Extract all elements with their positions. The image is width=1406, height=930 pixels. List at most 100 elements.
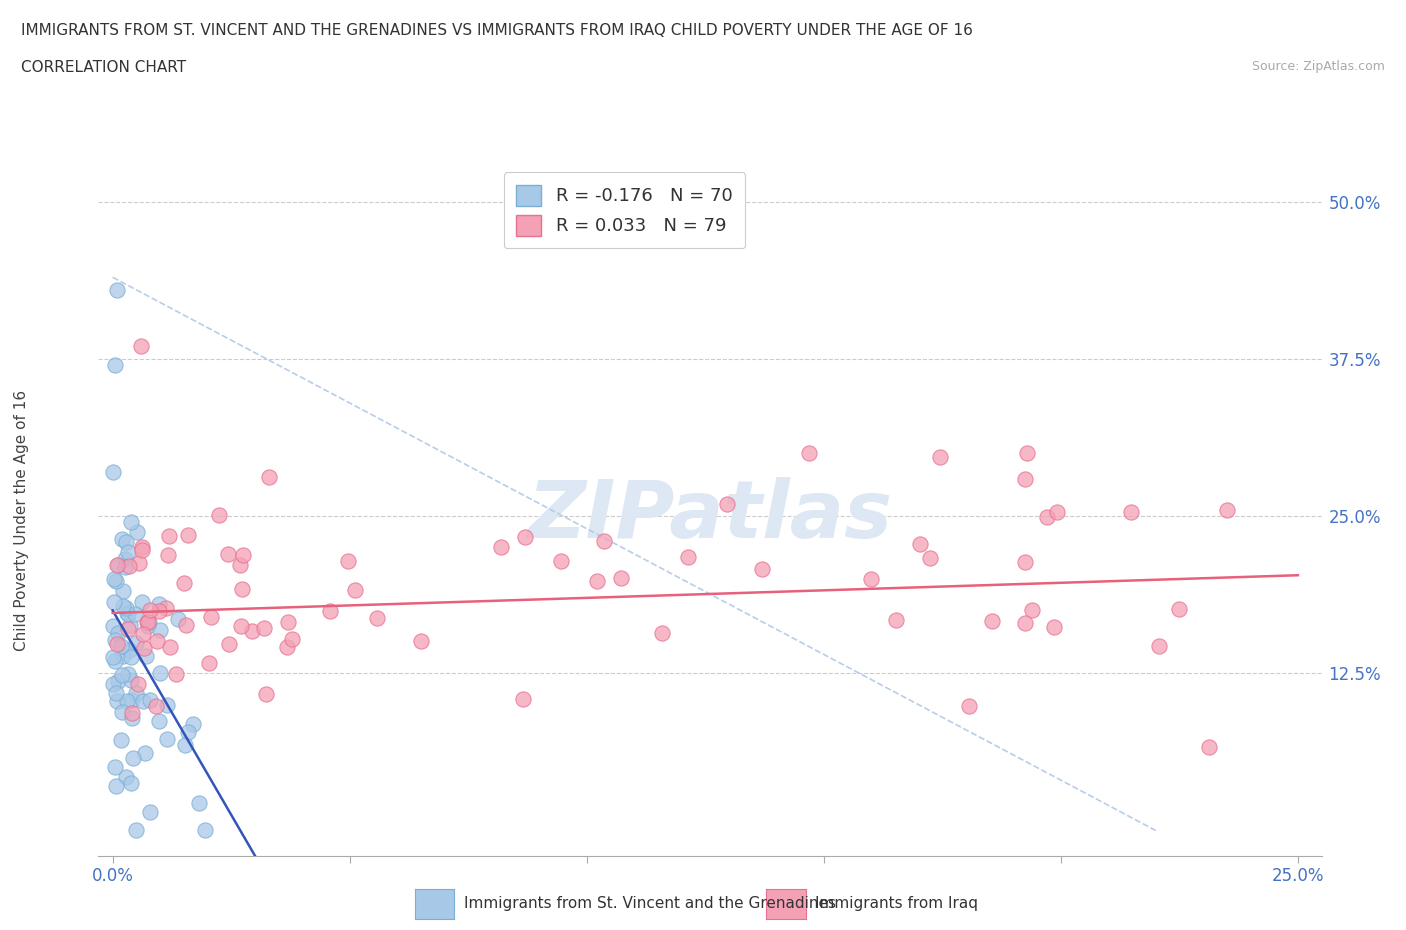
- Point: [111, 584, 134, 599]
- Point: [194, 823, 217, 838]
- Point: [174, 737, 197, 752]
- Point: [120, 672, 142, 687]
- Point: [103, 595, 125, 610]
- Point: [174, 618, 197, 632]
- Point: [981, 614, 1004, 629]
- Point: [120, 650, 142, 665]
- Point: [132, 627, 155, 642]
- Point: [716, 497, 738, 512]
- Point: [145, 698, 167, 713]
- Point: [115, 606, 138, 621]
- Point: [1017, 446, 1039, 461]
- Point: [131, 594, 153, 609]
- Point: [128, 555, 150, 570]
- Point: [676, 550, 699, 565]
- Point: [797, 445, 820, 460]
- Point: [117, 622, 139, 637]
- Point: [122, 751, 145, 765]
- Point: [1119, 505, 1142, 520]
- Point: [253, 620, 276, 635]
- Point: [217, 547, 239, 562]
- Point: [125, 823, 148, 838]
- Point: [409, 633, 432, 648]
- Point: [181, 716, 204, 731]
- Point: [139, 805, 162, 820]
- Point: [110, 639, 132, 654]
- Point: [121, 706, 143, 721]
- Point: [159, 640, 181, 655]
- Point: [229, 558, 252, 573]
- Point: [276, 640, 298, 655]
- Point: [125, 635, 148, 650]
- Point: [134, 746, 156, 761]
- Point: [177, 724, 200, 739]
- Point: [131, 542, 153, 557]
- Point: [114, 551, 136, 566]
- Point: [586, 573, 609, 588]
- Point: [232, 548, 254, 563]
- Point: [107, 673, 129, 688]
- Point: [117, 606, 139, 621]
- Point: [651, 626, 673, 641]
- Point: [173, 576, 195, 591]
- Point: [208, 508, 231, 523]
- Point: [257, 470, 280, 485]
- Point: [156, 548, 179, 563]
- Point: [110, 732, 132, 747]
- Point: [1014, 616, 1036, 631]
- Point: [513, 530, 536, 545]
- Point: [136, 615, 159, 630]
- Point: [110, 705, 132, 720]
- Point: [139, 603, 162, 618]
- Point: [121, 692, 143, 707]
- Point: [197, 656, 219, 671]
- Point: [343, 582, 366, 597]
- Point: [104, 654, 127, 669]
- Point: [1036, 510, 1059, 525]
- Point: [101, 619, 124, 634]
- Point: [103, 571, 125, 586]
- Point: [254, 686, 277, 701]
- Point: [111, 668, 134, 683]
- Point: [104, 759, 127, 774]
- Point: [103, 649, 125, 664]
- Point: [366, 610, 388, 625]
- Point: [114, 560, 136, 575]
- Point: [957, 698, 980, 713]
- Point: [751, 561, 773, 576]
- Point: [1216, 502, 1239, 517]
- Point: [1147, 638, 1170, 653]
- Point: [860, 572, 883, 587]
- Point: [118, 558, 141, 573]
- Legend: R = -0.176   N = 70, R = 0.033   N = 79: R = -0.176 N = 70, R = 0.033 N = 79: [503, 172, 745, 248]
- Point: [104, 778, 127, 793]
- Point: [592, 534, 614, 549]
- Point: [177, 528, 200, 543]
- Point: [107, 557, 129, 572]
- Point: [200, 609, 222, 624]
- Point: [105, 685, 128, 700]
- Text: ZIPatlas: ZIPatlas: [527, 477, 893, 555]
- Point: [115, 535, 138, 550]
- Text: Source: ZipAtlas.com: Source: ZipAtlas.com: [1251, 60, 1385, 73]
- Point: [884, 612, 907, 627]
- Point: [908, 537, 931, 551]
- Point: [105, 557, 128, 572]
- Point: [117, 667, 139, 682]
- Text: CORRELATION CHART: CORRELATION CHART: [21, 60, 186, 75]
- Point: [277, 615, 299, 630]
- Point: [148, 597, 170, 612]
- Point: [101, 677, 124, 692]
- Point: [512, 692, 534, 707]
- Point: [131, 539, 153, 554]
- Point: [132, 640, 155, 655]
- Point: [929, 450, 952, 465]
- Point: [918, 551, 941, 565]
- Point: [127, 676, 149, 691]
- Point: [489, 539, 512, 554]
- Point: [125, 525, 148, 539]
- Point: [118, 643, 141, 658]
- Point: [104, 574, 127, 589]
- Point: [104, 358, 127, 373]
- Point: [188, 796, 211, 811]
